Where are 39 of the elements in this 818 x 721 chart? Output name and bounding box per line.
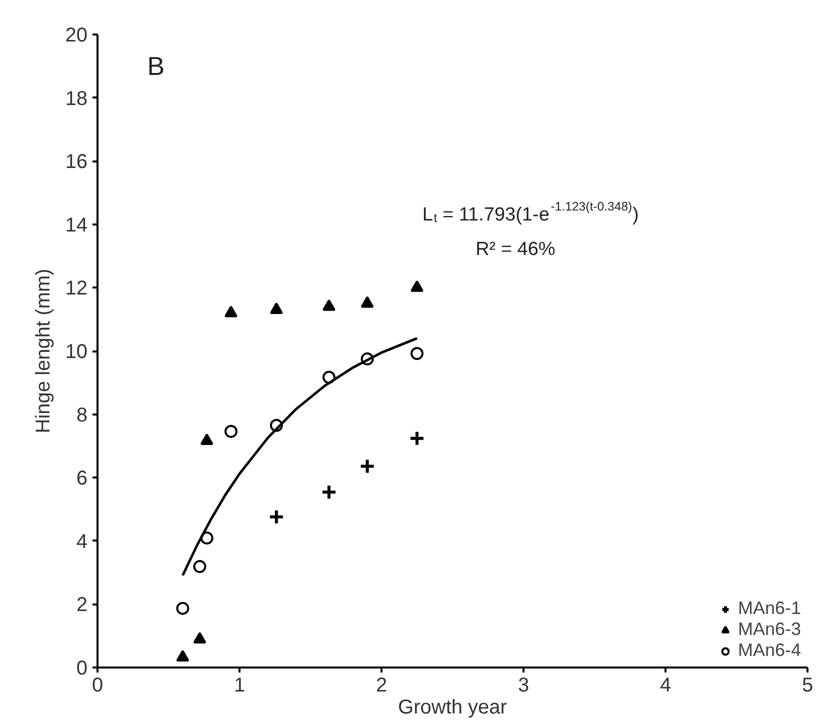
point	[360, 296, 374, 308]
y-axis-title: Hinge lenght (mm)	[32, 268, 54, 434]
point	[410, 280, 424, 292]
y-tick-label: 2	[76, 594, 88, 616]
point	[176, 602, 190, 615]
point	[409, 430, 425, 446]
point	[224, 306, 238, 318]
x-tick-label: 1	[234, 674, 246, 696]
point	[322, 299, 336, 311]
point	[200, 434, 214, 446]
point	[193, 560, 206, 574]
point	[320, 484, 337, 500]
x-tick-label: 4	[660, 674, 672, 696]
legend-label: MAn6-3	[738, 619, 801, 640]
y-tick-label: 6	[76, 468, 88, 490]
annotation: R² = 46%	[476, 239, 556, 260]
x-tick-label: 3	[518, 674, 530, 696]
y-tick-label: 4	[76, 530, 88, 553]
y-tick-label: 18	[65, 88, 88, 110]
y-tick-label: 12	[65, 278, 88, 300]
point	[410, 347, 424, 360]
y-tick-label: 16	[65, 151, 88, 174]
x-tick-label: 0	[92, 674, 104, 696]
x-tick-label: 5	[802, 674, 814, 696]
y-tick-label: 8	[76, 404, 88, 426]
point	[224, 424, 238, 438]
y-tick-label: 14	[65, 214, 88, 236]
annotation: B	[147, 51, 165, 82]
x-tick-label: 2	[376, 674, 388, 696]
legend-label: MAn6-4	[738, 640, 801, 661]
point	[270, 302, 283, 314]
line-series	[181, 337, 418, 577]
y-tick-label: 10	[65, 341, 88, 363]
point	[359, 458, 376, 474]
point	[268, 508, 284, 525]
legend-label: MAn6-1	[738, 598, 801, 619]
x-axis-title: Growth year	[398, 696, 508, 718]
y-tick-label: 20	[65, 24, 88, 46]
y-tick-label: 0	[76, 658, 88, 680]
